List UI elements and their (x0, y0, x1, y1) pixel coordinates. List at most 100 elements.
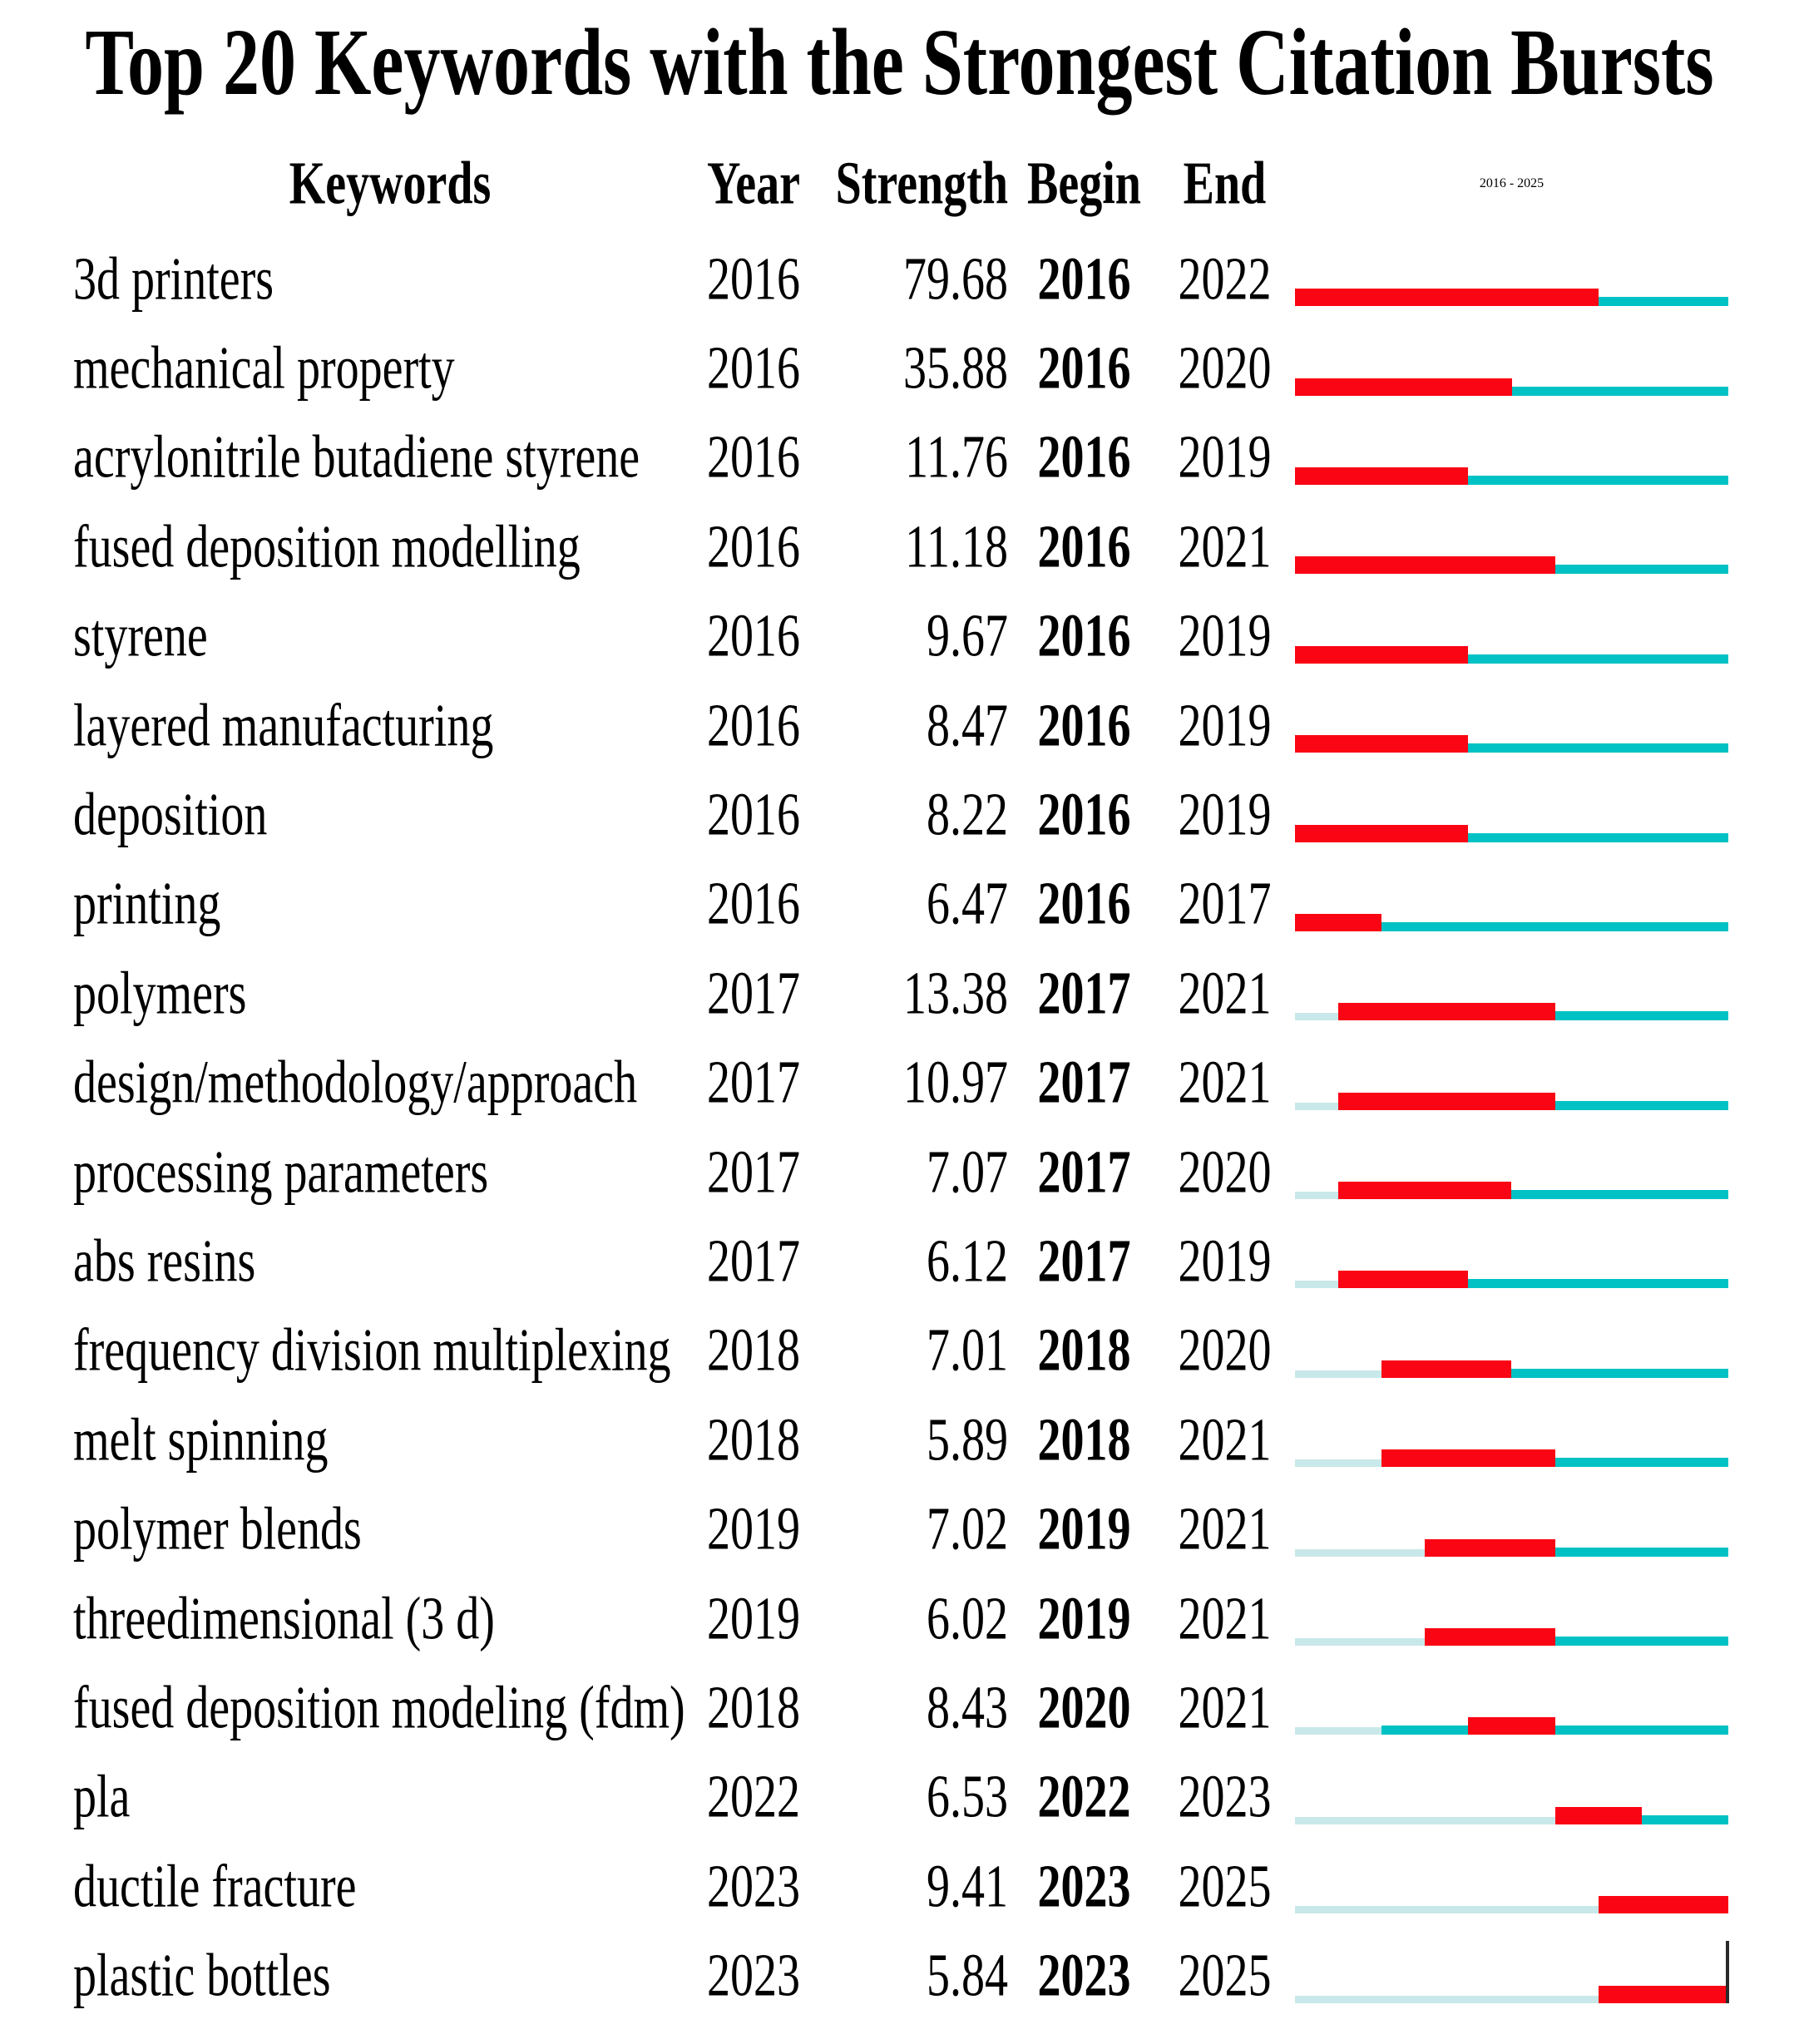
end-cell: 2019 (1178, 424, 1272, 491)
keyword-cell: fused deposition modeling (fdm) (73, 1674, 685, 1742)
active-post-burst-segment (1468, 832, 1728, 842)
column-header-begin: Begin (1027, 150, 1141, 218)
year-cell: 2016 (707, 245, 800, 313)
pre-appearance-segment (1295, 1548, 1426, 1557)
begin-cell: 2017 (1037, 1138, 1131, 1206)
strength-cell: 6.02 (927, 1585, 1008, 1652)
year-cell: 2016 (707, 871, 800, 938)
timeline-cell (1289, 1574, 1799, 1663)
burst-segment (1295, 556, 1555, 575)
burst-segment (1338, 1003, 1555, 1021)
end-cell: 2020 (1178, 1138, 1272, 1206)
year-cell: 2017 (707, 1049, 800, 1117)
timeline-bar (1295, 1360, 1728, 1378)
end-cell: 2019 (1178, 1227, 1272, 1296)
timeline-bar (1295, 645, 1728, 664)
keyword-cell: polymers (73, 960, 247, 1028)
begin-cell: 2020 (1037, 1674, 1131, 1742)
column-header-year: Year (707, 150, 800, 218)
timeline-cell (1289, 1395, 1799, 1484)
strength-cell: 8.22 (927, 781, 1008, 849)
keyword-cell: acrylonitrile butadiene styrene (73, 424, 640, 491)
pre-appearance-segment (1295, 1906, 1599, 1914)
burst-segment (1425, 1538, 1555, 1557)
active-post-burst-segment (1641, 1814, 1728, 1824)
column-header-keywords: Keywords (289, 150, 492, 218)
end-cell: 2022 (1178, 245, 1272, 313)
column-header-strength: Strength (835, 150, 1008, 218)
year-cell: 2016 (707, 602, 800, 670)
keyword-cell: ductile fracture (73, 1853, 357, 1921)
keyword-cell: 3d printers (73, 245, 274, 313)
keyword-cell: fused deposition modelling (73, 513, 581, 581)
strength-cell: 7.02 (927, 1495, 1008, 1563)
begin-cell: 2016 (1037, 871, 1131, 938)
burst-segment (1338, 1182, 1512, 1200)
timeline-cell (1289, 1306, 1799, 1395)
timeline-cell (1289, 502, 1799, 591)
timeline-bar (1295, 1806, 1728, 1824)
burst-table: Keywords Year Strength Begin End 2016 - … (0, 133, 1799, 2021)
year-cell: 2017 (707, 960, 800, 1028)
active-post-burst-segment (1554, 1011, 1728, 1021)
end-cell: 2019 (1178, 602, 1272, 670)
begin-cell: 2016 (1037, 602, 1131, 670)
end-cell: 2021 (1178, 1585, 1272, 1652)
keyword-cell: styrene (73, 602, 208, 670)
strength-cell: 11.76 (905, 424, 1008, 491)
end-cell: 2017 (1178, 871, 1272, 938)
burst-segment (1468, 1717, 1555, 1735)
timeline-cell (1289, 235, 1799, 323)
begin-cell: 2018 (1037, 1317, 1131, 1385)
keyword-cell: design/methodology/approach (73, 1049, 638, 1117)
strength-cell: 9.41 (927, 1853, 1008, 1921)
timeline-bar (1295, 378, 1728, 396)
timeline-cell (1289, 681, 1799, 770)
year-cell: 2016 (707, 424, 800, 491)
end-cell: 2025 (1178, 1853, 1272, 1921)
end-cell: 2021 (1178, 1406, 1272, 1474)
pre-appearance-segment (1295, 1192, 1339, 1200)
keyword-cell: melt spinning (73, 1406, 329, 1474)
keyword-cell: abs resins (73, 1227, 256, 1296)
pre-appearance-segment (1295, 1995, 1599, 2003)
year-cell: 2023 (707, 1853, 800, 1921)
figure-title-block: Top 20 Keywords with the Strongest Citat… (0, 0, 1799, 133)
timeline-bar (1295, 1182, 1728, 1200)
keyword-cell: pla (73, 1764, 131, 1831)
strength-cell: 9.67 (927, 602, 1008, 670)
timeline-bar (1295, 913, 1728, 931)
year-cell: 2023 (707, 1942, 800, 2010)
begin-cell: 2016 (1037, 513, 1131, 581)
pre-appearance-segment (1295, 1816, 1555, 1824)
burst-segment (1295, 289, 1599, 307)
pre-appearance-segment (1295, 1459, 1382, 1468)
year-cell: 2016 (707, 781, 800, 849)
timeline-bar (1295, 735, 1728, 753)
burst-segment (1338, 1271, 1469, 1289)
begin-cell: 2017 (1037, 1049, 1131, 1117)
active-post-burst-segment (1554, 1637, 1728, 1647)
active-post-burst-segment (1554, 1547, 1728, 1557)
strength-cell: 7.01 (927, 1317, 1008, 1385)
strength-cell: 5.84 (927, 1942, 1008, 2010)
strength-cell: 79.68 (903, 245, 1008, 313)
begin-cell: 2022 (1037, 1764, 1131, 1831)
begin-cell: 2016 (1037, 334, 1131, 402)
timeline-cell (1289, 592, 1799, 681)
pre-appearance-segment (1295, 1281, 1339, 1289)
timeline-cell (1289, 1039, 1799, 1128)
year-cell: 2017 (707, 1227, 800, 1296)
strength-cell: 6.47 (927, 871, 1008, 938)
keyword-cell: deposition (73, 781, 268, 849)
year-cell: 2022 (707, 1764, 800, 1831)
strength-cell: 8.47 (927, 692, 1008, 759)
timeline-cell (1289, 1217, 1799, 1306)
timeline-bar (1295, 1628, 1728, 1647)
active-post-burst-segment (1554, 1726, 1728, 1735)
timeline-bar (1295, 1092, 1728, 1110)
begin-cell: 2017 (1037, 1227, 1131, 1296)
end-cell: 2021 (1178, 1049, 1272, 1117)
strength-cell: 35.88 (903, 334, 1008, 402)
pre-appearance-segment (1295, 1727, 1382, 1735)
